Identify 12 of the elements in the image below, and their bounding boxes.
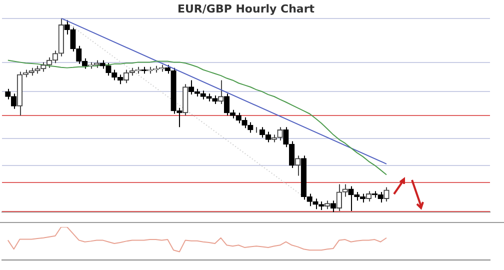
candlestick bbox=[277, 126, 283, 141]
chart-title: EUR/GBP Hourly Chart bbox=[177, 2, 315, 16]
candlestick bbox=[336, 184, 342, 212]
candlestick bbox=[330, 200, 336, 212]
candlestick bbox=[312, 198, 318, 210]
candlestick bbox=[366, 190, 372, 202]
candlestick bbox=[384, 186, 390, 202]
candlestick bbox=[11, 93, 17, 110]
candlestick bbox=[342, 184, 348, 198]
candlestick bbox=[5, 88, 11, 100]
candlestick bbox=[294, 155, 301, 176]
candlestick bbox=[218, 80, 224, 105]
